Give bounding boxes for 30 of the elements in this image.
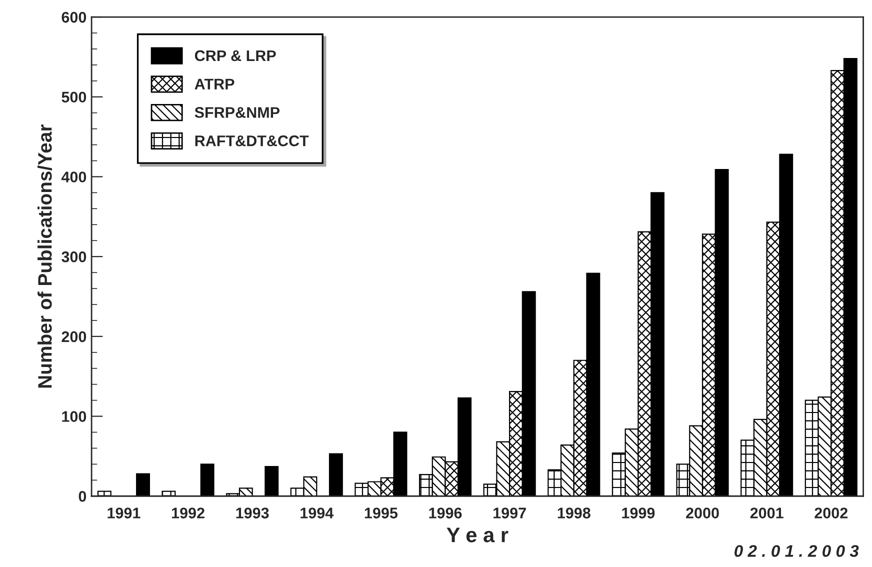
x-tick-label: 1996	[429, 508, 462, 518]
y-tick-label: 100	[62, 411, 86, 422]
x-tick-label: 2001	[750, 508, 784, 518]
legend-label: CRP & LRP	[194, 50, 276, 62]
legend-label: RAFT&DT&CCT	[195, 135, 309, 146]
x-tick-label: 1999	[622, 508, 655, 518]
x-tick-label: 2002	[814, 508, 848, 518]
x-tick-label: 1997	[494, 508, 526, 518]
y-axis-title: Number of Publications/Year	[38, 124, 52, 388]
y-tick-label: 400	[61, 172, 86, 182]
y-tick-label: 200	[62, 331, 86, 342]
legend-label: ATRP	[194, 78, 234, 90]
y-tick-label: 500	[62, 92, 86, 103]
legend-label: SFRP&NMP	[194, 107, 280, 118]
y-tick-label: 600	[62, 12, 86, 23]
y-tick-label: 300	[62, 251, 86, 262]
x-axis-title: Y e a r	[446, 528, 508, 542]
bar	[200, 464, 214, 496]
x-tick-label: 1998	[558, 508, 590, 518]
bar	[136, 473, 150, 496]
y-tick-label: 0	[78, 490, 86, 502]
text: 0 2 . 0 1 . 2 0 0 3	[734, 545, 859, 557]
x-tick-label: 1991	[108, 508, 140, 518]
x-tick-label: 2000	[686, 508, 719, 518]
bar	[264, 466, 279, 496]
x-tick-label: 1992	[172, 508, 204, 518]
x-tick-label: 1994	[300, 508, 334, 518]
x-tick-label: 1995	[364, 508, 398, 518]
bar	[328, 453, 343, 496]
x-tick-label: 1993	[236, 508, 269, 518]
